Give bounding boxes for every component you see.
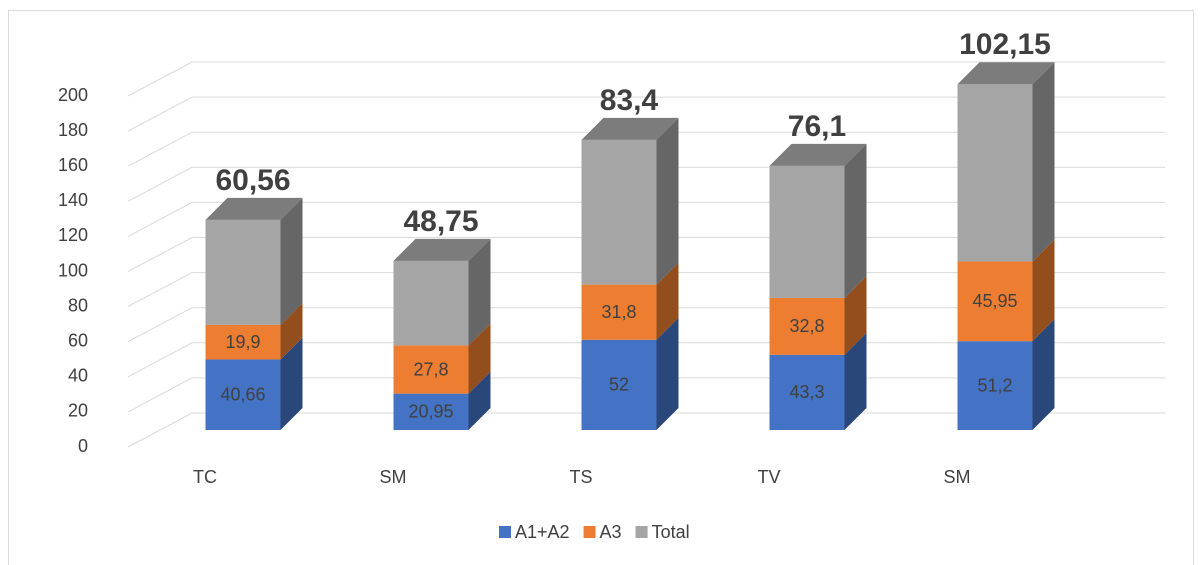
data-label: 31,8	[601, 302, 636, 322]
bar-side	[656, 317, 679, 430]
x-tick-label: SM	[380, 467, 407, 487]
y-tick-label: 0	[78, 436, 88, 456]
y-tick-label: 100	[58, 260, 88, 280]
data-label: 83,4	[600, 84, 659, 117]
bar	[769, 354, 845, 430]
bar-top	[581, 117, 679, 140]
bar-top	[769, 143, 867, 166]
legend-swatch	[583, 526, 596, 538]
grid-line	[127, 131, 1165, 167]
bar	[581, 139, 657, 285]
bar-side	[1032, 62, 1055, 262]
legend-swatch	[499, 526, 511, 538]
legend-swatch	[635, 526, 648, 538]
data-label: 52	[609, 375, 629, 395]
data-label: 51,2	[977, 375, 1012, 395]
bar	[393, 345, 469, 394]
x-tick-label: TS	[569, 467, 592, 487]
bar	[205, 324, 281, 360]
bar-top	[393, 238, 491, 261]
bar	[393, 260, 469, 346]
y-tick-label: 140	[58, 190, 88, 210]
bar-side	[1032, 239, 1055, 342]
bar-side	[844, 275, 867, 355]
y-tick-label: 160	[58, 155, 88, 175]
y-tick-label: 40	[68, 366, 88, 386]
data-label: 27,8	[413, 359, 448, 379]
bar-side	[468, 238, 491, 346]
data-label: 40,66	[220, 384, 265, 404]
bar	[957, 84, 1033, 262]
data-label: 48,75	[403, 205, 478, 238]
y-tick-label: 180	[58, 120, 88, 140]
grid-line	[127, 96, 1165, 132]
data-label: 60,56	[215, 164, 290, 197]
bar	[769, 297, 845, 355]
bar-side	[1032, 319, 1055, 430]
bar	[205, 219, 281, 325]
bar	[581, 284, 657, 340]
bar-side	[844, 143, 867, 298]
bar	[581, 339, 657, 430]
x-tick-label: TC	[193, 467, 217, 487]
data-label: 45,95	[972, 291, 1017, 311]
bar	[957, 341, 1033, 430]
data-label: 19,9	[225, 332, 260, 352]
x-tick-label: SM	[944, 467, 971, 487]
y-tick-label: 120	[58, 225, 88, 245]
bar-top	[205, 197, 303, 220]
data-label: 43,3	[789, 382, 824, 402]
bar-side	[280, 197, 303, 325]
bar-side	[280, 302, 303, 360]
bar-side	[844, 332, 867, 430]
bar-side	[656, 117, 679, 285]
legend-label: A1+A2	[515, 522, 570, 542]
data-label: 76,1	[788, 110, 846, 143]
bar-side	[280, 337, 303, 430]
bar	[769, 165, 845, 298]
x-tick-label: TV	[757, 467, 780, 487]
chart-border	[8, 10, 1194, 565]
y-tick-label: 20	[68, 401, 88, 421]
bar-side	[656, 262, 679, 340]
data-label: 102,15	[959, 28, 1051, 61]
data-label: 32,8	[789, 316, 824, 336]
bar-top	[957, 62, 1055, 85]
bar	[393, 393, 469, 430]
y-tick-label: 60	[68, 330, 88, 350]
bar-side	[468, 323, 491, 394]
bar	[205, 359, 281, 430]
bar	[957, 261, 1033, 342]
legend-label: A3	[600, 522, 622, 542]
y-tick-label: 80	[68, 295, 88, 315]
data-label: 20,95	[408, 402, 453, 422]
legend-label: Total	[652, 522, 690, 542]
grid-line	[127, 61, 1165, 97]
y-tick-label: 200	[58, 85, 88, 105]
bar-side	[468, 371, 491, 430]
